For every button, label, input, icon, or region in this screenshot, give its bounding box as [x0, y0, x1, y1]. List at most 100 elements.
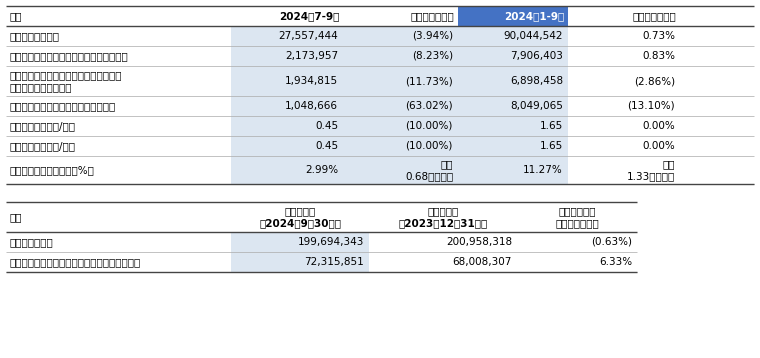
Bar	[568, 116, 680, 136]
Bar	[517, 252, 637, 272]
Bar	[6, 136, 231, 156]
Bar	[6, 6, 231, 26]
Bar	[568, 46, 680, 66]
Text: 0.45: 0.45	[315, 121, 338, 131]
Text: (10.00%): (10.00%)	[406, 141, 453, 151]
Text: 归属于上市公司普通股东的扣除非经常性
损益的净利润（千元）: 归属于上市公司普通股东的扣除非经常性 损益的净利润（千元）	[10, 70, 122, 92]
Text: 稀释每股收益（元/股）: 稀释每股收益（元/股）	[10, 141, 76, 151]
Text: 8,049,065: 8,049,065	[510, 101, 563, 111]
Text: 27,557,444: 27,557,444	[278, 31, 338, 41]
Bar	[458, 6, 568, 26]
Bar	[568, 66, 680, 96]
Text: 1.65: 1.65	[540, 121, 563, 131]
Bar	[6, 116, 231, 136]
Text: 0.00%: 0.00%	[642, 141, 675, 151]
Bar	[458, 116, 568, 136]
Text: 1,048,666: 1,048,666	[285, 101, 338, 111]
Text: 1.65: 1.65	[540, 141, 563, 151]
Text: 72,315,851: 72,315,851	[304, 257, 364, 267]
Text: 0.83%: 0.83%	[642, 51, 675, 61]
Text: 7,906,403: 7,906,403	[510, 51, 563, 61]
Text: (10.00%): (10.00%)	[406, 121, 453, 131]
Bar	[458, 66, 568, 96]
Text: 6,898,458: 6,898,458	[510, 76, 563, 86]
Text: 11.27%: 11.27%	[523, 165, 563, 175]
Text: 2.99%: 2.99%	[305, 165, 338, 175]
Bar	[6, 96, 231, 116]
Bar	[6, 6, 754, 184]
Bar	[231, 116, 343, 136]
Bar	[568, 136, 680, 156]
Text: 0.73%: 0.73%	[642, 31, 675, 41]
Bar	[231, 252, 369, 272]
Text: (3.94%): (3.94%)	[412, 31, 453, 41]
Text: 归属于上市公司普通股东的净利润（千元）: 归属于上市公司普通股东的净利润（千元）	[10, 51, 128, 61]
Text: 6.33%: 6.33%	[599, 257, 632, 267]
Bar	[458, 46, 568, 66]
Bar	[369, 252, 517, 272]
Bar	[517, 232, 637, 252]
Bar	[343, 46, 458, 66]
Text: 0.45: 0.45	[315, 141, 338, 151]
Bar	[231, 232, 369, 252]
Bar	[231, 96, 343, 116]
Bar	[568, 96, 680, 116]
Text: 1,934,815: 1,934,815	[285, 76, 338, 86]
Text: 200,958,318: 200,958,318	[446, 237, 512, 247]
Bar	[6, 232, 231, 252]
Text: 2,173,957: 2,173,957	[285, 51, 338, 61]
Bar	[343, 26, 458, 46]
Bar	[231, 136, 343, 156]
Bar	[343, 116, 458, 136]
Text: 项目: 项目	[10, 212, 23, 222]
Text: 基本每股收益（元/股）: 基本每股收益（元/股）	[10, 121, 76, 131]
Bar	[6, 156, 231, 184]
Text: 本报告期末比
上年度期末增减: 本报告期末比 上年度期末增减	[555, 206, 599, 228]
Bar	[6, 66, 231, 96]
Bar	[568, 156, 680, 184]
Text: 下降
0.68个百分点: 下降 0.68个百分点	[405, 159, 453, 181]
Bar	[6, 202, 637, 272]
Bar	[343, 136, 458, 156]
Text: 0.00%: 0.00%	[642, 121, 675, 131]
Bar	[6, 46, 231, 66]
Bar	[369, 232, 517, 252]
Text: 2024年7-9月: 2024年7-9月	[279, 11, 339, 21]
Bar	[231, 26, 343, 46]
Text: 90,044,542: 90,044,542	[503, 31, 563, 41]
Bar	[568, 26, 680, 46]
Text: (0.63%): (0.63%)	[591, 237, 632, 247]
Text: (13.10%): (13.10%)	[627, 101, 675, 111]
Bar	[343, 66, 458, 96]
Text: 营业收入（千元）: 营业收入（千元）	[10, 31, 60, 41]
Text: (8.23%): (8.23%)	[412, 51, 453, 61]
Bar	[343, 96, 458, 116]
Bar	[231, 66, 343, 96]
Text: 2024年1-9月: 2024年1-9月	[504, 11, 564, 21]
Bar	[458, 96, 568, 116]
Text: 上年度期末
（2023年12月31日）: 上年度期末 （2023年12月31日）	[398, 206, 488, 228]
Text: 归属于上市公司普通股东的所有者权益（千元）: 归属于上市公司普通股东的所有者权益（千元）	[10, 257, 141, 267]
Bar	[458, 156, 568, 184]
Bar	[458, 26, 568, 46]
Text: (11.73%): (11.73%)	[405, 76, 453, 86]
Text: 项目: 项目	[10, 11, 23, 21]
Text: 下降
1.33个百分点: 下降 1.33个百分点	[627, 159, 675, 181]
Bar	[231, 6, 343, 26]
Text: (2.86%): (2.86%)	[634, 76, 675, 86]
Text: 比上年同期增减: 比上年同期增减	[632, 11, 676, 21]
Bar	[6, 252, 231, 272]
Text: 加权平均净资产收益率（%）: 加权平均净资产收益率（%）	[10, 165, 95, 175]
Text: 本报告期末
（2024年9月30日）: 本报告期末 （2024年9月30日）	[259, 206, 341, 228]
Bar	[231, 156, 343, 184]
Bar	[231, 46, 343, 66]
Text: 68,008,307: 68,008,307	[453, 257, 512, 267]
Bar	[458, 136, 568, 156]
Text: 199,694,343: 199,694,343	[298, 237, 364, 247]
Text: 总资产（千元）: 总资产（千元）	[10, 237, 54, 247]
Text: 比上年同期增减: 比上年同期增减	[410, 11, 454, 21]
Text: 经营活动产生的现金流量净额（千元）: 经营活动产生的现金流量净额（千元）	[10, 101, 116, 111]
Bar	[568, 6, 680, 26]
Bar	[343, 6, 458, 26]
Bar	[6, 26, 231, 46]
